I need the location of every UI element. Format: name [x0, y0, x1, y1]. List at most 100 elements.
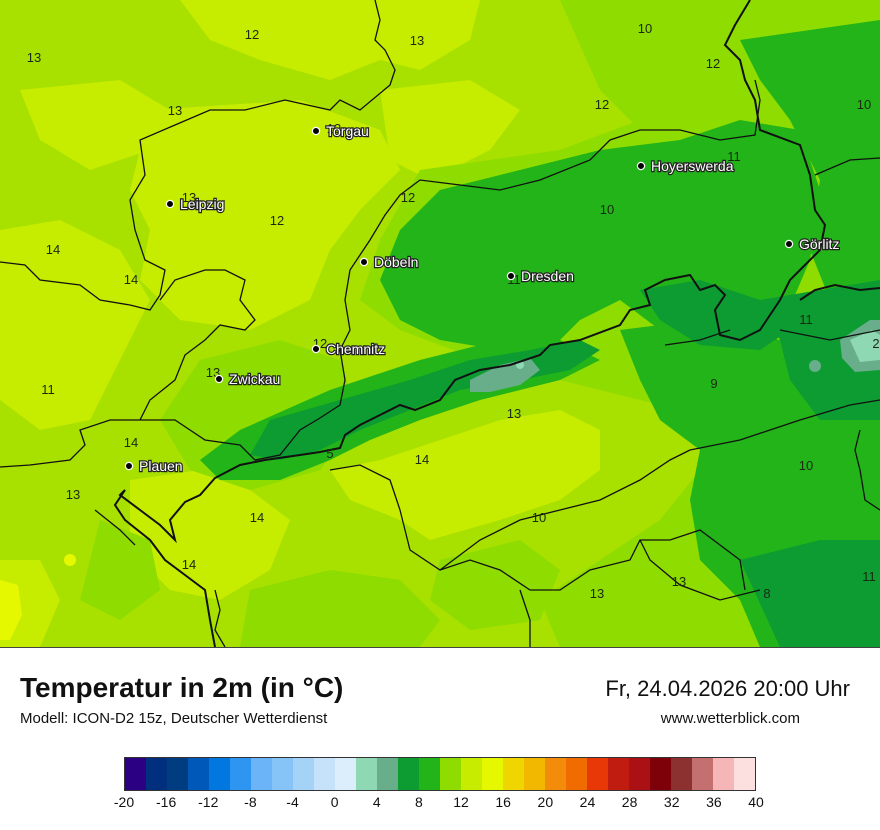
legend-swatch [650, 758, 671, 790]
legend-swatch [167, 758, 188, 790]
legend-swatch [314, 758, 335, 790]
temperature-label: 8 [763, 586, 770, 601]
city-leipzig: Leipzig [165, 195, 226, 213]
legend-swatch [524, 758, 545, 790]
legend-swatch [713, 758, 734, 790]
legend-tick-label: 16 [495, 794, 511, 810]
temperature-label: 11 [727, 149, 741, 164]
temperature-label: 14 [182, 557, 196, 572]
temperature-label: 13 [182, 190, 196, 205]
legend-swatch [230, 758, 251, 790]
legend-swatch [419, 758, 440, 790]
temperature-label: 10 [600, 202, 614, 217]
city-dot [214, 374, 224, 384]
temperature-map: 13 12 13 10 12 10 13 12 13 11 13 12 12 10 14 14 11 11 12 2 1… [0, 0, 880, 648]
temperature-label: 12 [245, 27, 259, 42]
city-zwickau: Zwickau [214, 370, 282, 388]
legend-tick-label: -16 [156, 794, 177, 810]
legend-swatch [209, 758, 230, 790]
legend-tick-label: 36 [706, 794, 722, 810]
legend-swatch [503, 758, 524, 790]
city-label: Leipzig [180, 196, 224, 212]
legend-swatch [545, 758, 566, 790]
city-label: Döbeln [374, 254, 418, 270]
temperature-label: 14 [46, 242, 60, 257]
legend-tick-label: -4 [286, 794, 299, 810]
city-dot [636, 161, 646, 171]
legend-swatch [398, 758, 419, 790]
temperature-label: 10 [857, 97, 871, 112]
city-plauen: Plauen [124, 457, 184, 475]
city-label: Zwickau [229, 371, 280, 387]
district-borders [0, 0, 880, 647]
legend-tick-label: -20 [113, 794, 135, 810]
legend-swatch [671, 758, 692, 790]
legend-tick-label: 28 [621, 794, 638, 810]
legend-swatch [566, 758, 587, 790]
legend-swatch [146, 758, 167, 790]
city-label: Hoyerswerda [651, 158, 734, 174]
temperature-label: 13 [507, 406, 521, 421]
legend-swatch [461, 758, 482, 790]
map-footer: Temperatur in 2m (in °C) Modell: ICON-D2… [0, 648, 880, 830]
city-dot [359, 257, 369, 267]
temperature-label: 14 [415, 452, 429, 467]
temperature-label: 5 [326, 446, 333, 461]
map-title: Temperatur in 2m (in °C) [20, 672, 344, 703]
temperature-label: 2 [872, 336, 879, 351]
legend-ticks: -20 -16 -12 -8 -4 0 4 8 12 16 20 24 28 32 36 40 [114, 794, 764, 814]
legend-swatch [188, 758, 209, 790]
city-hoyerswerda: Hoyerswerda [636, 157, 735, 175]
temperature-label: 12 [595, 97, 609, 112]
temperature-label: 12 [270, 213, 284, 228]
city-dot [784, 239, 794, 249]
temperature-label: 13 [66, 487, 80, 502]
city-label: Torgau [326, 123, 369, 139]
temperature-label: 13 [672, 574, 686, 589]
temperature-label: 13 [410, 33, 424, 48]
temperature-label: 11 [41, 382, 55, 397]
legend-swatch [482, 758, 503, 790]
legend-swatch [272, 758, 293, 790]
temperature-label: 13 [327, 121, 341, 136]
temperature-label: 10 [532, 510, 546, 525]
city-label: Dresden [521, 268, 574, 284]
temperature-label: 11 [799, 312, 813, 327]
legend-tick-label: 40 [748, 794, 764, 810]
legend-tick-label: 12 [453, 794, 469, 810]
website-link[interactable]: www.wetterblick.com [660, 710, 800, 727]
temperature-label: 9 [710, 376, 717, 391]
city-label: Plauen [139, 458, 183, 474]
temperature-label: 13 [168, 103, 182, 118]
legend-swatch [734, 758, 755, 790]
legend-swatch [692, 758, 713, 790]
city-torgau: Torgau [311, 122, 370, 140]
city-chemnitz: Chemnitz [311, 340, 386, 358]
legend-tick-label: -12 [198, 794, 219, 810]
legend-swatch [629, 758, 650, 790]
temperature-label: 14 [250, 510, 264, 525]
hot-spots [0, 554, 76, 640]
city-döbeln: Döbeln [359, 253, 420, 271]
legend-swatch [608, 758, 629, 790]
color-legend [124, 757, 756, 791]
temperature-label: 14 [124, 435, 138, 450]
legend-tick-label: 20 [537, 794, 554, 810]
forecast-datetime: Fr, 24.04.2026 20:00 Uhr [605, 676, 850, 701]
legend-swatch [251, 758, 272, 790]
city-dot [311, 126, 321, 136]
temperature-label: 13 [27, 50, 41, 65]
warm-patches [0, 0, 740, 647]
legend-swatch [587, 758, 608, 790]
legend-swatch [377, 758, 398, 790]
temperature-label: 10 [799, 458, 813, 473]
city-dot [124, 461, 134, 471]
legend-swatch [293, 758, 314, 790]
city-label: Chemnitz [326, 341, 385, 357]
temperature-label: 12 [706, 56, 720, 71]
city-görlitz: Görlitz [784, 235, 841, 253]
temperature-label: 14 [124, 272, 138, 287]
temperature-label: 13 [590, 586, 604, 601]
legend-tick-label: 8 [415, 794, 423, 810]
